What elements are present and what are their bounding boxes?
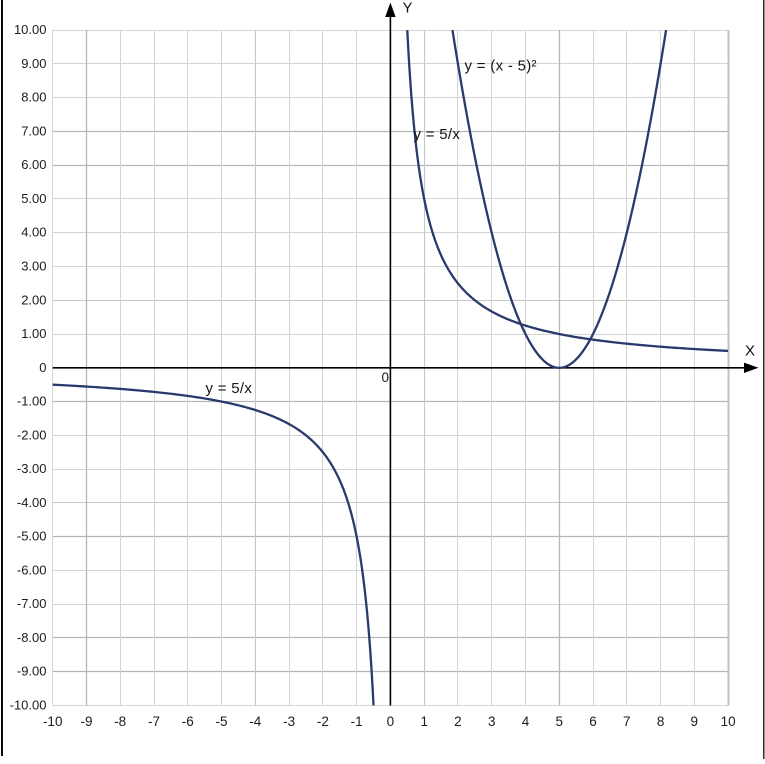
svg-text:1.00: 1.00	[21, 326, 46, 341]
svg-text:7: 7	[623, 714, 631, 729]
svg-text:-10.00: -10.00	[10, 698, 47, 713]
svg-text:-1.00: -1.00	[17, 394, 47, 409]
svg-text:y = (x - 5)²: y = (x - 5)²	[465, 58, 537, 75]
svg-text:-8.00: -8.00	[17, 630, 47, 645]
svg-text:9.00: 9.00	[21, 56, 46, 71]
svg-text:-9.00: -9.00	[17, 664, 47, 679]
svg-text:-10: -10	[43, 714, 63, 729]
svg-text:-1: -1	[351, 714, 363, 729]
svg-text:-8: -8	[114, 714, 126, 729]
svg-text:4: 4	[522, 714, 530, 729]
svg-text:10: 10	[721, 714, 736, 729]
svg-text:5: 5	[555, 714, 563, 729]
svg-text:-6.00: -6.00	[17, 562, 47, 577]
svg-text:3.00: 3.00	[21, 259, 46, 274]
svg-text:6.00: 6.00	[21, 157, 46, 172]
svg-text:-2.00: -2.00	[17, 427, 47, 442]
svg-text:-9: -9	[80, 714, 92, 729]
svg-text:0: 0	[39, 360, 46, 375]
svg-text:9: 9	[691, 714, 699, 729]
svg-text:2: 2	[454, 714, 462, 729]
svg-text:-5: -5	[215, 714, 227, 729]
svg-text:-4.00: -4.00	[17, 495, 47, 510]
svg-text:1: 1	[420, 714, 428, 729]
svg-text:-3: -3	[283, 714, 295, 729]
svg-text:6: 6	[589, 714, 597, 729]
svg-text:X: X	[745, 343, 755, 360]
svg-text:8.00: 8.00	[21, 90, 46, 105]
svg-text:-4: -4	[249, 714, 261, 729]
svg-text:y = 5/x: y = 5/x	[414, 126, 461, 143]
svg-text:3: 3	[488, 714, 496, 729]
svg-text:0: 0	[382, 370, 390, 385]
svg-text:-7: -7	[148, 714, 160, 729]
svg-text:0: 0	[387, 714, 395, 729]
svg-text:10.00: 10.00	[14, 22, 47, 37]
svg-text:y = 5/x: y = 5/x	[206, 380, 253, 397]
svg-text:4.00: 4.00	[21, 225, 46, 240]
svg-text:-5.00: -5.00	[17, 529, 47, 544]
svg-text:-7.00: -7.00	[17, 596, 47, 611]
svg-text:-2: -2	[317, 714, 329, 729]
svg-text:5.00: 5.00	[21, 191, 46, 206]
svg-text:-3.00: -3.00	[17, 461, 47, 476]
svg-text:-6: -6	[182, 714, 194, 729]
svg-text:2.00: 2.00	[21, 292, 46, 307]
svg-text:7.00: 7.00	[21, 123, 46, 138]
svg-text:8: 8	[657, 714, 665, 729]
svg-text:Y: Y	[403, 0, 413, 17]
